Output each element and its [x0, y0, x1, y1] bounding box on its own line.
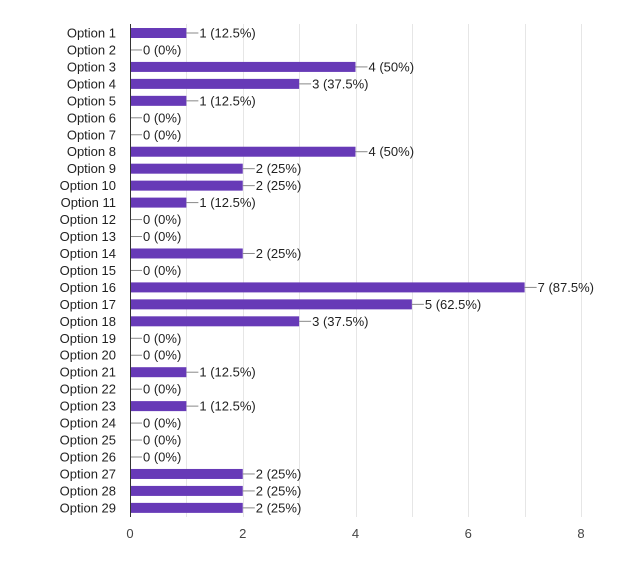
- data-label: 5 (62.5%): [425, 297, 481, 312]
- bar: [130, 401, 187, 412]
- bar: [130, 28, 187, 38]
- category-label: Option 9: [67, 161, 116, 176]
- category-label: Option 26: [60, 450, 116, 465]
- bar: [130, 282, 525, 293]
- category-label: Option 20: [60, 348, 116, 363]
- data-label: 1 (12.5%): [199, 399, 255, 414]
- bar: [130, 299, 412, 310]
- category-label: Option 21: [60, 365, 116, 380]
- value-axis-ticks: 0 2 4 6 8: [126, 526, 584, 541]
- data-label: 2 (25%): [256, 466, 302, 481]
- data-label: 2 (25%): [256, 178, 302, 193]
- category-label: Option 12: [60, 212, 116, 227]
- data-label: 1 (12.5%): [199, 365, 255, 380]
- bar: [130, 95, 187, 106]
- category-label: Option 4: [67, 76, 116, 91]
- category-label: Option 7: [67, 127, 116, 142]
- bar: [130, 197, 187, 208]
- data-label: 0 (0%): [143, 110, 181, 125]
- data-label: 0 (0%): [143, 212, 181, 227]
- data-label: 0 (0%): [143, 42, 181, 57]
- data-label: 0 (0%): [143, 331, 181, 346]
- category-label: Option 25: [60, 433, 116, 448]
- grid-lines: [186, 24, 582, 517]
- data-label: 1 (12.5%): [199, 26, 255, 41]
- bar: [130, 316, 300, 327]
- category-label: Option 27: [60, 466, 116, 481]
- data-label: 0 (0%): [143, 416, 181, 431]
- category-label: Option 28: [60, 483, 116, 498]
- category-label: Option 29: [60, 500, 116, 515]
- bar: [130, 468, 243, 479]
- data-label: 7 (87.5%): [538, 280, 594, 295]
- bar: [130, 180, 243, 191]
- category-label: Option 3: [67, 59, 116, 74]
- data-label: 2 (25%): [256, 161, 302, 176]
- category-label: Option 19: [60, 331, 116, 346]
- category-label: Option 18: [60, 314, 116, 329]
- data-label: 0 (0%): [143, 450, 181, 465]
- category-label: Option 14: [60, 246, 116, 261]
- data-label: 2 (25%): [256, 246, 302, 261]
- data-label: 3 (37.5%): [312, 76, 368, 91]
- category-label: Option 6: [67, 110, 116, 125]
- category-label: Option 1: [67, 26, 116, 41]
- data-label: 2 (25%): [256, 500, 302, 515]
- category-label: Option 15: [60, 263, 116, 278]
- category-label: Option 11: [61, 195, 116, 210]
- data-labels: 1 (12.5%)0 (0%)4 (50%)3 (37.5%)1 (12.5%)…: [130, 26, 594, 515]
- bar: [130, 367, 187, 378]
- category-label: Option 8: [67, 144, 116, 159]
- x-tick-label: 2: [239, 526, 246, 541]
- data-label: 0 (0%): [143, 229, 181, 244]
- x-tick-label: 8: [577, 526, 584, 541]
- data-label: 0 (0%): [143, 127, 181, 142]
- x-tick-label: 0: [126, 526, 133, 541]
- category-label: Option 17: [60, 297, 116, 312]
- category-label: Option 24: [60, 416, 116, 431]
- data-label: 4 (50%): [369, 59, 415, 74]
- bar: [130, 248, 243, 259]
- bar: [130, 502, 243, 513]
- category-label: Option 2: [67, 42, 116, 57]
- bar: [130, 78, 300, 89]
- category-label: Option 5: [67, 93, 116, 108]
- data-label: 2 (25%): [256, 483, 302, 498]
- x-tick-label: 6: [465, 526, 472, 541]
- data-label: 0 (0%): [143, 433, 181, 448]
- bars: [130, 28, 525, 513]
- category-label: Option 13: [60, 229, 116, 244]
- data-label: 0 (0%): [143, 263, 181, 278]
- data-label: 1 (12.5%): [199, 195, 255, 210]
- bar: [130, 485, 243, 496]
- bar: [130, 163, 243, 174]
- bar: [130, 146, 356, 157]
- x-tick-label: 4: [352, 526, 359, 541]
- data-label: 1 (12.5%): [199, 93, 255, 108]
- data-label: 3 (37.5%): [312, 314, 368, 329]
- category-label: Option 23: [60, 399, 116, 414]
- data-label: 4 (50%): [369, 144, 415, 159]
- category-label: Option 22: [60, 382, 116, 397]
- category-label: Option 16: [60, 280, 116, 295]
- category-label: Option 10: [60, 178, 116, 193]
- data-label: 0 (0%): [143, 348, 181, 363]
- data-label: 0 (0%): [143, 382, 181, 397]
- bar: [130, 61, 356, 72]
